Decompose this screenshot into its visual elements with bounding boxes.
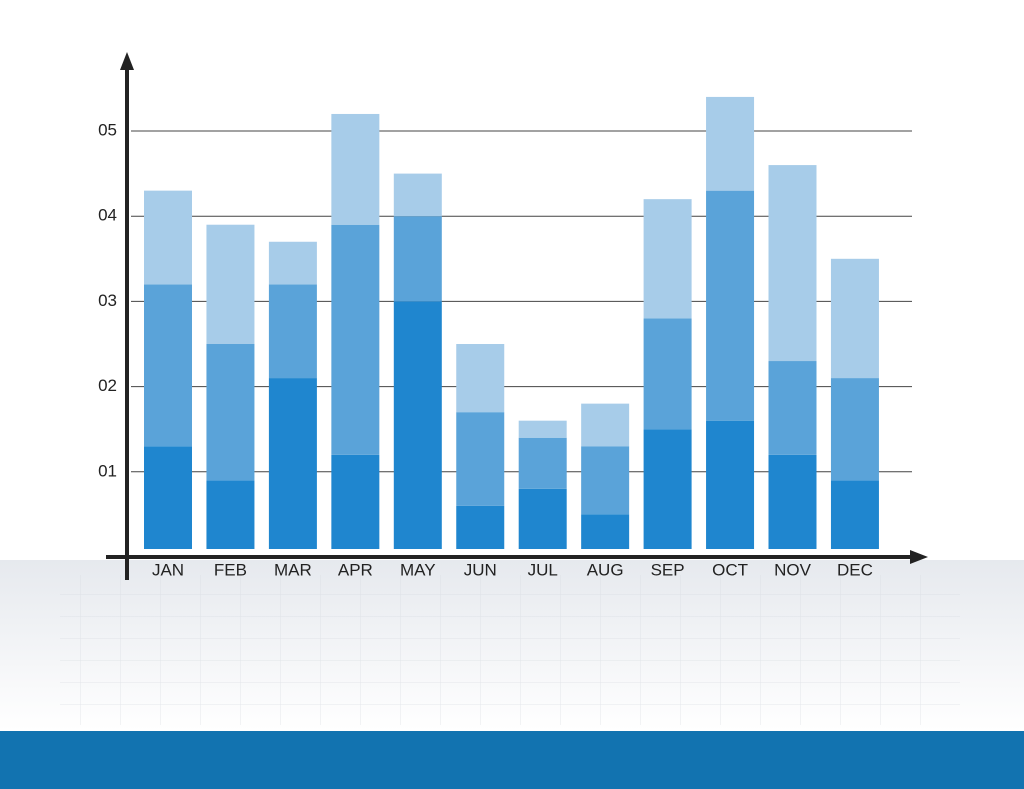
x-tick-label: MAY <box>400 560 436 579</box>
bar-segment <box>830 480 879 549</box>
bar-segment <box>206 480 255 549</box>
bar-segment <box>268 378 317 549</box>
x-tick-label: JUL <box>528 560 558 579</box>
x-tick-label: DEC <box>837 560 873 579</box>
x-axis-arrow <box>910 550 928 564</box>
bar-segment <box>830 378 879 481</box>
bar-segment <box>206 344 255 481</box>
y-tick-label: 02 <box>98 376 117 395</box>
bar-segment <box>768 454 817 549</box>
bar-segment <box>518 420 567 438</box>
bar-segment <box>768 361 817 455</box>
bar-segment <box>706 420 755 549</box>
bar-segment <box>581 514 630 549</box>
x-tick-label: AUG <box>587 560 624 579</box>
bar-segment <box>456 344 505 413</box>
x-tick-label: SEP <box>651 560 685 579</box>
bar-segment <box>206 224 255 344</box>
bar-segment <box>331 454 380 549</box>
bar-segment <box>706 96 755 191</box>
bar-segment <box>268 241 317 285</box>
x-tick-label: OCT <box>712 560 748 579</box>
bar-segment <box>643 199 692 319</box>
y-axis-arrow <box>120 52 134 70</box>
bar-segment <box>581 403 630 447</box>
y-tick-label: 03 <box>98 291 117 310</box>
bar-segment <box>830 258 879 379</box>
footer-banner <box>0 731 1024 789</box>
bar-segment <box>768 165 817 362</box>
x-tick-label: FEB <box>214 560 247 579</box>
bar-segment <box>393 173 442 217</box>
bar-segment <box>456 505 505 549</box>
x-tick-label: MAR <box>274 560 312 579</box>
bar-segment <box>393 301 442 549</box>
y-tick-label: 05 <box>98 120 117 139</box>
bar-segment <box>456 412 505 506</box>
x-tick-label: NOV <box>774 560 812 579</box>
y-tick-label: 04 <box>98 206 117 225</box>
bar-segment <box>393 216 442 302</box>
bar-segment <box>331 113 380 225</box>
x-tick-label: JAN <box>152 560 184 579</box>
bar-segment <box>144 446 192 549</box>
x-tick-label: JUN <box>464 560 497 579</box>
bar-segment <box>643 429 692 549</box>
bar-segment <box>581 446 630 515</box>
bar-segment <box>518 488 567 549</box>
bar-segment <box>144 284 192 447</box>
bar-segment <box>331 224 380 455</box>
bar-segment <box>643 318 692 430</box>
bar-segment <box>706 190 755 421</box>
bar-segment <box>518 437 567 489</box>
x-tick-label: APR <box>338 560 373 579</box>
floor-grid <box>60 575 960 725</box>
bar-segment <box>268 284 317 379</box>
bar-segment <box>144 190 192 285</box>
y-tick-label: 01 <box>98 461 117 480</box>
